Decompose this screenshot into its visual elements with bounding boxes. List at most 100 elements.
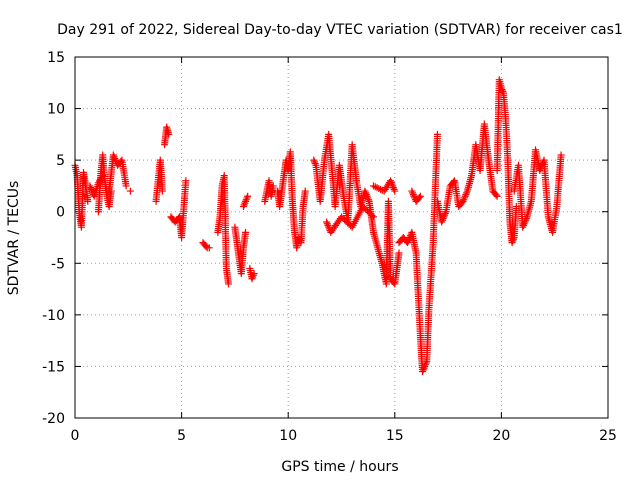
data-point [390, 185, 398, 193]
data-point [520, 220, 528, 228]
data-point [345, 220, 353, 228]
data-point [249, 271, 257, 279]
x-tick-label: 25 [599, 428, 617, 444]
data-point [84, 197, 92, 205]
data-point [389, 184, 397, 192]
data-point [519, 221, 527, 229]
data-point [387, 178, 395, 186]
data-point [441, 211, 449, 219]
data-point [324, 221, 332, 229]
data-point [182, 177, 190, 185]
data-point [165, 130, 173, 138]
data-point [492, 191, 500, 199]
data-point [408, 187, 416, 195]
data-point [557, 151, 565, 159]
data-point [310, 156, 318, 164]
y-tick-label: 0 [56, 205, 65, 221]
x-tick-label: 10 [279, 428, 297, 444]
data-point [364, 194, 372, 202]
data-point [158, 187, 166, 195]
data-point [419, 368, 427, 376]
x-tick-labels: 0 5 10 15 20 25 [71, 428, 617, 444]
data-point [522, 216, 530, 224]
data-point [269, 182, 277, 190]
data-point [126, 187, 134, 195]
data-point [239, 203, 247, 211]
data-point [493, 192, 501, 200]
data-point [422, 359, 430, 367]
data-point [409, 189, 417, 197]
data-point [240, 201, 248, 209]
data-point [301, 187, 309, 195]
data-point [87, 184, 95, 192]
data-point [344, 219, 352, 227]
data-point [460, 194, 468, 202]
y-tick-label: -10 [42, 308, 65, 324]
data-point [342, 217, 350, 225]
plot-frame [74, 56, 609, 419]
data-point [323, 218, 331, 226]
data-point [249, 273, 257, 281]
data-point [438, 216, 446, 224]
data-point [362, 189, 370, 197]
data-point [339, 214, 347, 222]
data-point [462, 191, 470, 199]
data-point [438, 218, 446, 226]
data-point [323, 220, 331, 228]
data-point [509, 237, 517, 245]
data-point [522, 215, 530, 223]
data-point [461, 192, 469, 200]
chart-title: Day 291 of 2022, Sidereal Day-to-day VTE… [57, 22, 623, 38]
y-axis-label: SDTVAR / TECUs [6, 181, 22, 296]
data-point [497, 84, 505, 92]
data-points [71, 76, 565, 376]
data-point [512, 203, 520, 211]
data-point [463, 189, 471, 197]
data-point [122, 182, 130, 190]
data-point [311, 160, 319, 168]
data-point [519, 223, 527, 231]
x-tick-label: 20 [492, 428, 510, 444]
data-point [440, 213, 448, 221]
data-point [310, 158, 318, 166]
data-point [421, 362, 429, 370]
data-point [410, 192, 418, 200]
data-point [250, 270, 258, 278]
data-point [86, 182, 94, 190]
data-point [409, 191, 417, 199]
data-point [205, 244, 213, 252]
data-point [338, 213, 345, 221]
y-tick-label: 15 [47, 50, 65, 66]
data-point [415, 194, 423, 202]
axis-ticks [74, 56, 609, 419]
data-point [109, 151, 117, 159]
data-point [243, 194, 251, 202]
data-point [242, 196, 250, 204]
y-tick-label: 5 [56, 153, 65, 169]
x-tick-label: 0 [71, 428, 80, 444]
grid-lines [75, 57, 608, 418]
data-point [110, 153, 118, 161]
data-point [419, 366, 427, 374]
x-tick-label: 15 [386, 428, 404, 444]
data-point [509, 235, 517, 243]
data-point [388, 180, 396, 188]
data-point [202, 243, 210, 251]
data-point [242, 228, 250, 236]
data-point [460, 196, 468, 204]
data-point [498, 86, 506, 94]
data-point [439, 215, 447, 223]
data-point [244, 192, 252, 200]
y-tick-labels: -20 -15 -10 -5 0 5 10 15 [42, 50, 65, 427]
data-point [441, 209, 449, 217]
data-point [111, 154, 119, 162]
x-axis-label: GPS time / hours [281, 459, 398, 475]
data-point [363, 192, 371, 200]
x-tick-label: 5 [177, 428, 186, 444]
data-point [362, 191, 370, 199]
data-point [508, 239, 516, 247]
y-tick-label: -20 [42, 411, 65, 427]
data-point [87, 185, 95, 193]
data-point [242, 197, 250, 205]
